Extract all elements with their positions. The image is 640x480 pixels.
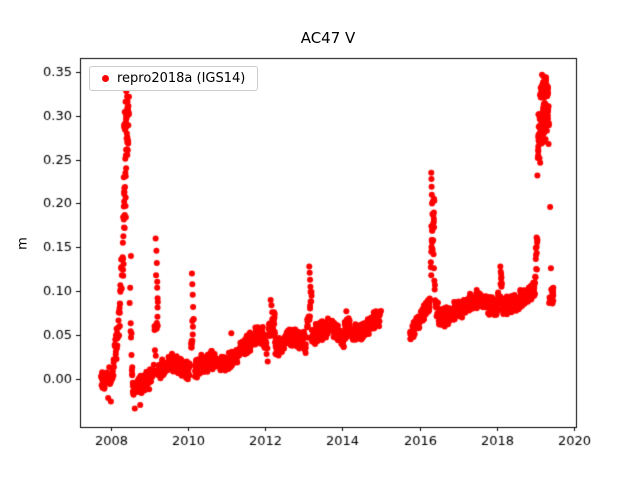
legend: repro2018a (IGS14) <box>89 66 259 91</box>
y-axis-label: m <box>15 237 31 250</box>
legend-label: repro2018a (IGS14) <box>117 71 246 86</box>
legend-marker-dot <box>102 75 109 82</box>
chart-title: AC47 V <box>300 29 356 47</box>
